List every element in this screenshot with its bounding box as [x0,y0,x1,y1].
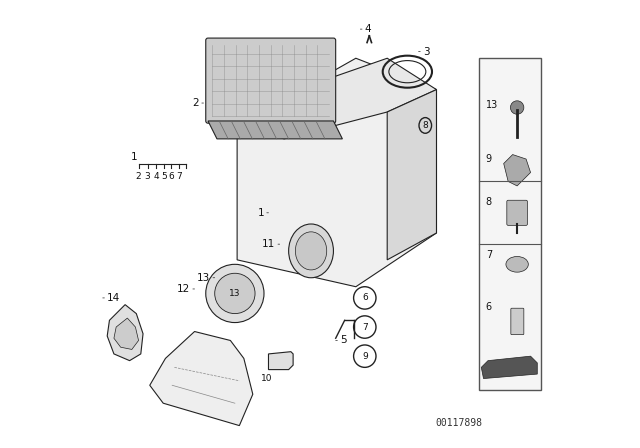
Text: 6: 6 [362,293,367,302]
Polygon shape [150,332,253,426]
Polygon shape [481,356,538,379]
Text: 7: 7 [362,323,367,332]
Text: 13: 13 [229,289,241,298]
Polygon shape [237,58,436,139]
Circle shape [206,264,264,323]
Text: 12: 12 [177,284,190,294]
Text: 2: 2 [193,98,199,108]
Polygon shape [237,58,436,287]
Text: 8: 8 [486,197,492,207]
Text: 6: 6 [486,302,492,312]
FancyBboxPatch shape [507,200,527,225]
Text: 3: 3 [423,47,429,56]
Text: 9: 9 [362,352,367,361]
Bar [479,58,541,390]
Text: 5: 5 [340,336,347,345]
Text: 13: 13 [197,273,210,283]
Text: 7: 7 [176,172,182,181]
Text: 11: 11 [262,239,275,249]
Text: 7: 7 [486,250,492,260]
Text: 00117898: 00117898 [435,418,483,428]
FancyBboxPatch shape [511,308,524,335]
Text: 14: 14 [108,293,120,303]
Polygon shape [108,305,143,361]
Polygon shape [387,90,436,260]
Polygon shape [114,318,139,349]
Text: 1: 1 [257,208,264,218]
Ellipse shape [289,224,333,278]
Polygon shape [269,352,293,370]
Text: 4: 4 [365,24,371,34]
Text: 2: 2 [136,172,141,181]
Ellipse shape [296,232,327,270]
Polygon shape [208,121,342,139]
Circle shape [215,273,255,314]
Text: 9: 9 [486,154,492,164]
Text: 8: 8 [422,121,428,130]
Ellipse shape [506,256,529,272]
Text: 10: 10 [260,374,272,383]
Circle shape [511,101,524,114]
Text: 1: 1 [131,152,138,162]
Text: 5: 5 [161,172,167,181]
Text: 6: 6 [168,172,174,181]
Polygon shape [504,155,531,186]
Text: 4: 4 [154,172,159,181]
FancyBboxPatch shape [206,38,336,123]
Text: 13: 13 [486,100,498,110]
Text: 3: 3 [145,172,150,181]
